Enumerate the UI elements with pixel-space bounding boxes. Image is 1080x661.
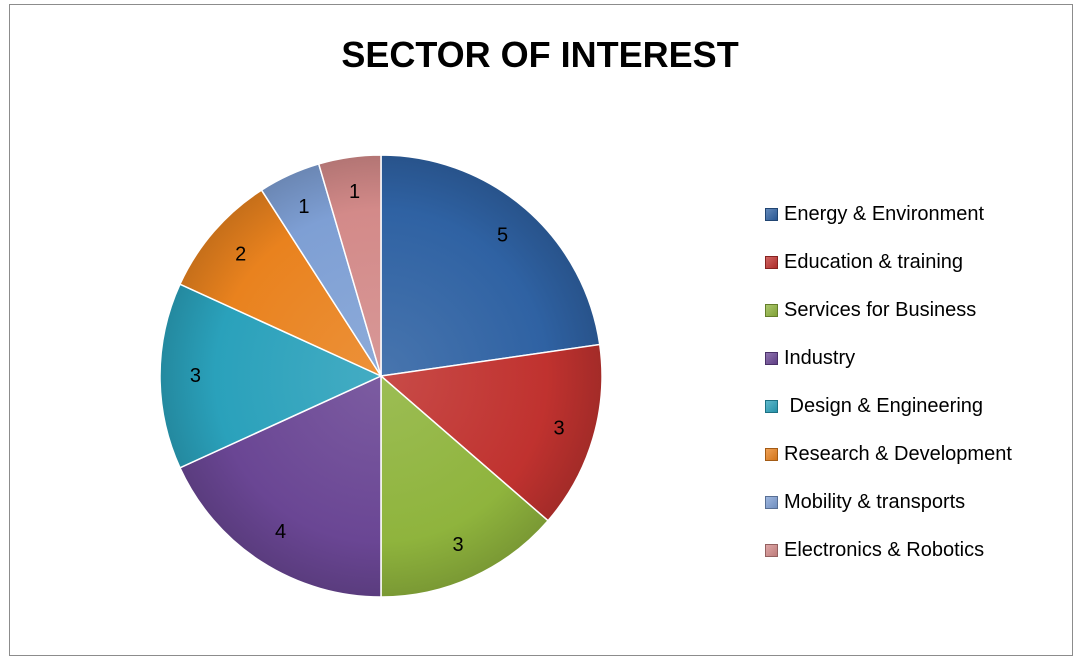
legend-label: Electronics & Robotics	[784, 538, 985, 561]
pie-data-labels: 5 3 3 4 3 2 1 1	[190, 181, 565, 556]
data-label-education-and-training: 3	[554, 417, 565, 439]
legend-swatch	[765, 207, 778, 221]
pie-slice-design-and-engineering	[159, 283, 383, 469]
data-label-research-and-development: 2	[235, 243, 246, 265]
data-label-services-for-business: 3	[453, 534, 464, 556]
pie-slice-electronics-and-robotics	[317, 154, 382, 377]
pie-slice-industry	[178, 374, 382, 598]
legend-item-industry: Industry	[765, 334, 1012, 382]
data-label-industry: 4	[275, 521, 286, 543]
pie-slice-energy-and-environment	[380, 154, 601, 377]
legend-label: Research & Development	[784, 442, 1012, 465]
pie-slices	[159, 154, 603, 598]
data-label-design-and-engineering: 3	[190, 365, 201, 387]
pie-slice-research-and-development	[178, 189, 384, 378]
legend-label: Services for Business	[784, 298, 977, 321]
legend-label: Education & training	[784, 250, 964, 273]
legend-swatch	[765, 495, 778, 509]
data-label-electronics-and-robotics: 1	[349, 181, 360, 203]
legend-swatch	[765, 303, 778, 317]
chart-legend: Energy & Environment Education & training…	[765, 190, 1012, 574]
chart-title: SECTOR OF INTEREST	[341, 34, 739, 75]
data-label-energy-and-environment: 5	[497, 225, 508, 247]
legend-swatch	[765, 447, 778, 461]
legend-swatch	[765, 399, 778, 413]
legend-label: Industry	[784, 346, 856, 369]
legend-item-mobility-and-transports: Mobility & transports	[765, 478, 1012, 526]
legend-item-energy-and-environment: Energy & Environment	[765, 190, 1012, 238]
legend-swatch	[765, 255, 778, 269]
legend-item-electronics-and-robotics: Electronics & Robotics	[765, 526, 1012, 574]
data-label-mobility-and-transports: 1	[298, 196, 309, 218]
legend-item-research-and-development: Research & Development	[765, 430, 1012, 478]
pie-slice-services-for-business	[380, 374, 550, 598]
legend-label: Energy & Environment	[784, 202, 985, 225]
legend-item-education-and-training: Education & training	[765, 238, 1012, 286]
legend-label: Design & Engineering	[784, 394, 984, 417]
legend-item-design-and-engineering: Design & Engineering	[765, 382, 1012, 430]
legend-item-services-for-business: Services for Business	[765, 286, 1012, 334]
legend-label: Mobility & transports	[784, 490, 966, 513]
legend-swatch	[765, 543, 778, 557]
legend-swatch	[765, 351, 778, 365]
pie-slice-education-and-training	[379, 343, 603, 522]
